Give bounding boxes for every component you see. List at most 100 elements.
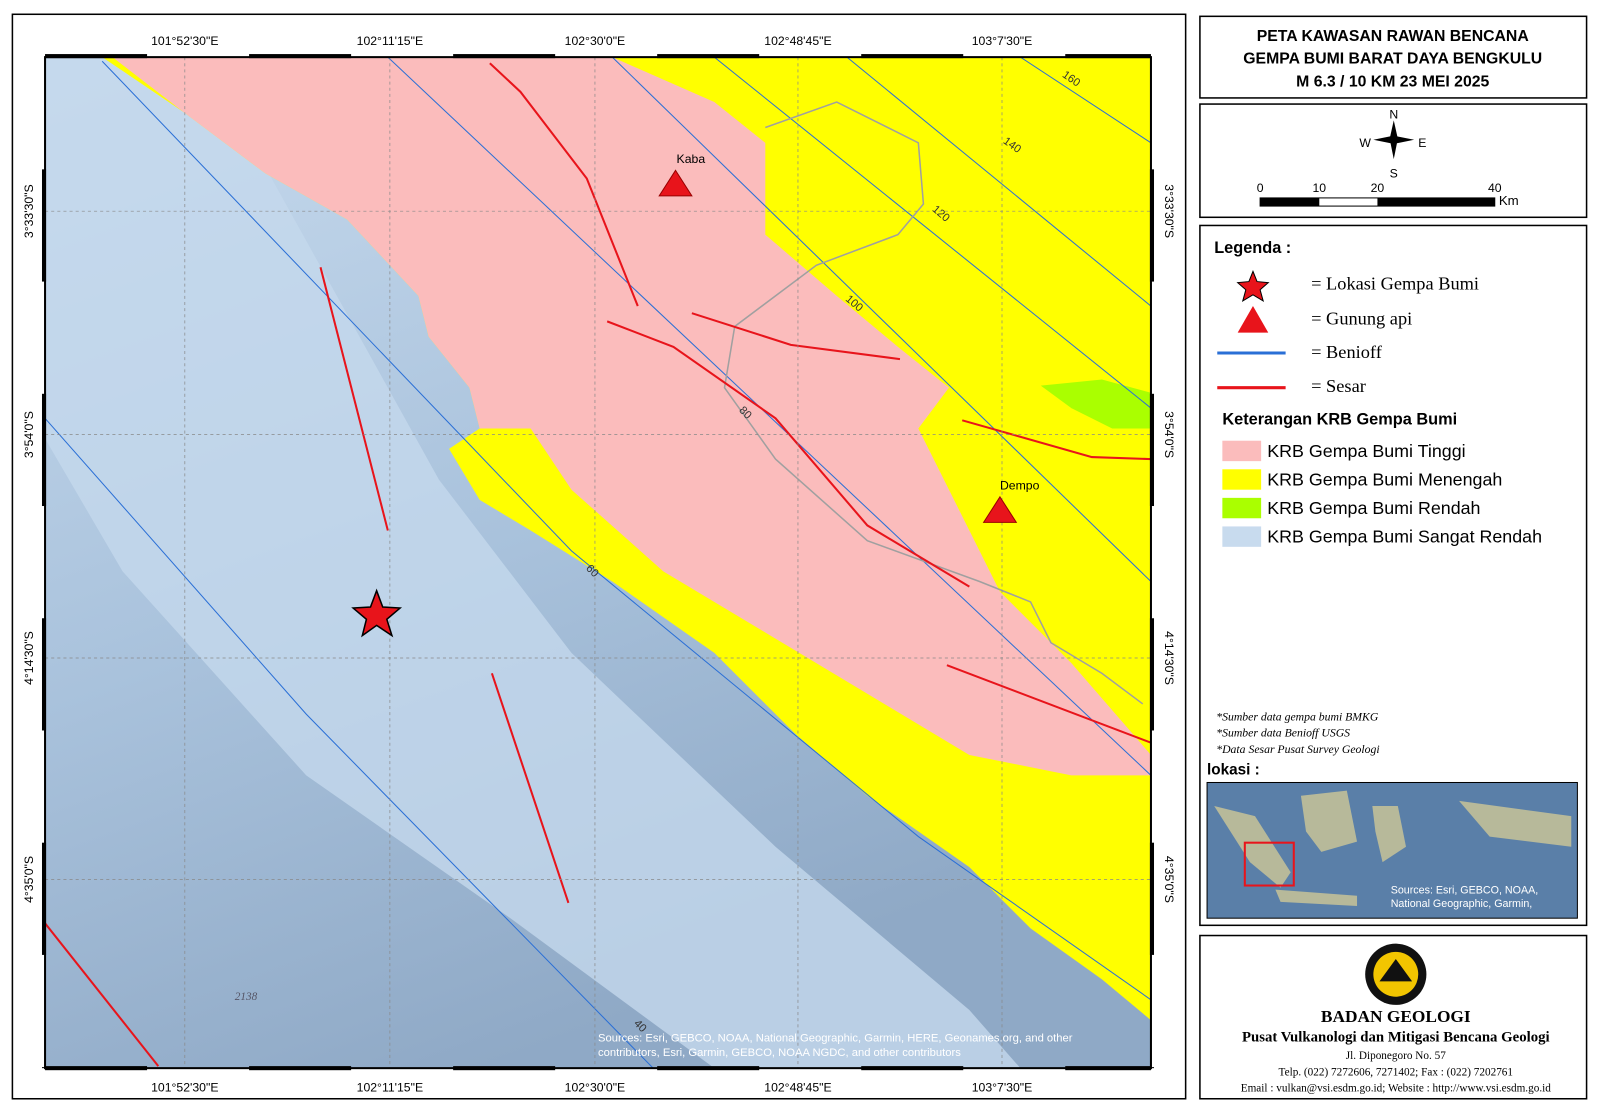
graticule bbox=[45, 57, 1151, 1069]
lat-label: 4°14'30"S bbox=[1162, 631, 1176, 685]
lat-label: 4°14'30"S bbox=[22, 631, 36, 685]
agency-unit: Pusat Vulkanologi dan Mitigasi Bencana G… bbox=[1242, 1030, 1550, 1046]
inset-label: lokasi : bbox=[1207, 761, 1260, 778]
scale-bar bbox=[1259, 197, 1496, 207]
lon-label: 102°30'0"E bbox=[565, 34, 626, 48]
frame-tick bbox=[41, 393, 47, 507]
volcano-label: Kaba bbox=[677, 152, 706, 166]
frame-tick bbox=[657, 1066, 760, 1071]
agency-phone: Telp. (022) 7272606, 7271402; Fax : (022… bbox=[1279, 1066, 1513, 1078]
texts: PETA KAWASAN RAWAN BENCANA GEMPA BUMI BAR… bbox=[22, 28, 1551, 1095]
note: *Sumber data gempa bumi BMKG bbox=[1216, 710, 1379, 723]
lat-label: 3°54'0"S bbox=[22, 411, 36, 458]
agency-contact: Email : vulkan@vsi.esdm.go.id; Website :… bbox=[1241, 1083, 1552, 1095]
frame-tick bbox=[453, 54, 556, 59]
lat-label: 3°54'0"S bbox=[1162, 411, 1176, 458]
agency-name: BADAN GEOLOGI bbox=[1321, 1007, 1471, 1026]
krb-heading: Keterangan KRB Gempa Bumi bbox=[1222, 410, 1457, 428]
agency-address: Jl. Diponegoro No. 57 bbox=[1346, 1050, 1446, 1062]
lat-label: 4°35'0"S bbox=[22, 856, 36, 903]
title-line: M 6.3 / 10 KM 23 MEI 2025 bbox=[1296, 74, 1489, 91]
benioff-lines bbox=[45, 57, 1151, 1069]
map-source: Sources: Esri, GEBCO, NOAA, National Geo… bbox=[598, 1033, 1073, 1045]
legend-item: = Sesar bbox=[1311, 376, 1366, 396]
frame-tick bbox=[1065, 54, 1151, 59]
scale-tick-label: 40 bbox=[1488, 181, 1502, 195]
road bbox=[723, 101, 1144, 705]
frame-tick bbox=[41, 618, 47, 731]
zone-tinggi bbox=[112, 57, 1151, 776]
compass-w: W bbox=[1359, 136, 1371, 150]
frame-tick bbox=[657, 54, 760, 59]
frame-ticks bbox=[41, 54, 1155, 1071]
frame-tick bbox=[41, 842, 47, 955]
scale-tick-label: 10 bbox=[1312, 181, 1326, 195]
lat-label: 4°35'0"S bbox=[1162, 856, 1176, 903]
inset-map bbox=[1206, 781, 1578, 919]
krb-item: KRB Gempa Bumi Rendah bbox=[1267, 498, 1480, 518]
depth-label: 2138 bbox=[235, 991, 258, 1003]
frame-tick bbox=[1149, 169, 1155, 282]
agency-logo bbox=[1365, 943, 1427, 1005]
map-area bbox=[45, 57, 1151, 1069]
frame-tick bbox=[861, 1066, 964, 1071]
volcano-label: Dempo bbox=[1000, 479, 1040, 493]
compass-n: N bbox=[1389, 107, 1398, 121]
compass bbox=[1373, 120, 1415, 160]
legend-item: = Benioff bbox=[1311, 342, 1383, 362]
lon-label: 103°7'30"E bbox=[972, 1081, 1033, 1095]
frame-tick bbox=[1065, 1066, 1151, 1071]
volcano-kaba bbox=[658, 169, 693, 197]
legend-symbols bbox=[1217, 270, 1286, 547]
frame-tick bbox=[45, 1066, 148, 1071]
title-line: PETA KAWASAN RAWAN BENCANA bbox=[1257, 28, 1529, 45]
frame-tick bbox=[45, 54, 148, 59]
lon-label: 102°48'45"E bbox=[764, 1081, 831, 1095]
legend-item: = Gunung api bbox=[1311, 308, 1412, 328]
map-border bbox=[44, 56, 1152, 1070]
legend-heading: Legenda : bbox=[1214, 239, 1291, 257]
inset-source: Sources: Esri, GEBCO, NOAA, bbox=[1391, 885, 1539, 897]
frame-tick bbox=[1149, 393, 1155, 507]
frame-tick bbox=[249, 54, 352, 59]
legend-item: = Lokasi Gempa Bumi bbox=[1311, 274, 1479, 294]
volcano-dempo bbox=[982, 495, 1018, 523]
scale-unit: Km bbox=[1499, 193, 1519, 208]
krb-item: KRB Gempa Bumi Tinggi bbox=[1267, 441, 1465, 461]
lon-label: 102°11'15"E bbox=[357, 34, 423, 48]
map-source: contributors, Esri, Garmin, GEBCO, NOAA … bbox=[598, 1047, 961, 1059]
note: *Sumber data Benioff USGS bbox=[1216, 727, 1350, 740]
inset-source: National Geographic, Garmin, bbox=[1391, 898, 1533, 910]
scale-tick-label: 20 bbox=[1371, 181, 1385, 195]
compass-s: S bbox=[1390, 167, 1398, 181]
frame-tick bbox=[861, 54, 964, 59]
lon-label: 102°30'0"E bbox=[565, 1081, 626, 1095]
title-box bbox=[1199, 15, 1588, 99]
frame-tick bbox=[41, 169, 47, 282]
frame-tick bbox=[453, 1066, 556, 1071]
scale-tick-label: 0 bbox=[1257, 181, 1264, 195]
frame-tick bbox=[1149, 618, 1155, 731]
epicenter bbox=[351, 588, 403, 638]
zone-rendah bbox=[1040, 379, 1151, 429]
krb-item: KRB Gempa Bumi Menengah bbox=[1267, 470, 1502, 490]
shelf bbox=[45, 57, 1021, 1069]
lon-label: 102°48'45"E bbox=[764, 34, 831, 48]
frame-tick bbox=[249, 1066, 352, 1071]
lon-label: 103°7'30"E bbox=[972, 34, 1033, 48]
lat-label: 3°33'30"S bbox=[22, 184, 36, 238]
frame-tick bbox=[1149, 842, 1155, 955]
lon-label: 102°11'15"E bbox=[357, 1081, 423, 1095]
frame-tick bbox=[1149, 1067, 1155, 1069]
compass-e: E bbox=[1418, 136, 1426, 150]
fault-lines bbox=[45, 62, 1151, 1067]
krb-item: KRB Gempa Bumi Sangat Rendah bbox=[1267, 527, 1542, 547]
lon-label: 101°52'30"E bbox=[151, 34, 218, 48]
lon-label: 101°52'30"E bbox=[151, 1081, 218, 1095]
title-line: GEMPA BUMI BARAT DAYA BENGKULU bbox=[1243, 50, 1542, 67]
frame-tick bbox=[41, 1067, 47, 1069]
note: *Data Sesar Pusat Survey Geologi bbox=[1216, 743, 1379, 756]
lat-label: 3°33'30"S bbox=[1162, 184, 1176, 238]
